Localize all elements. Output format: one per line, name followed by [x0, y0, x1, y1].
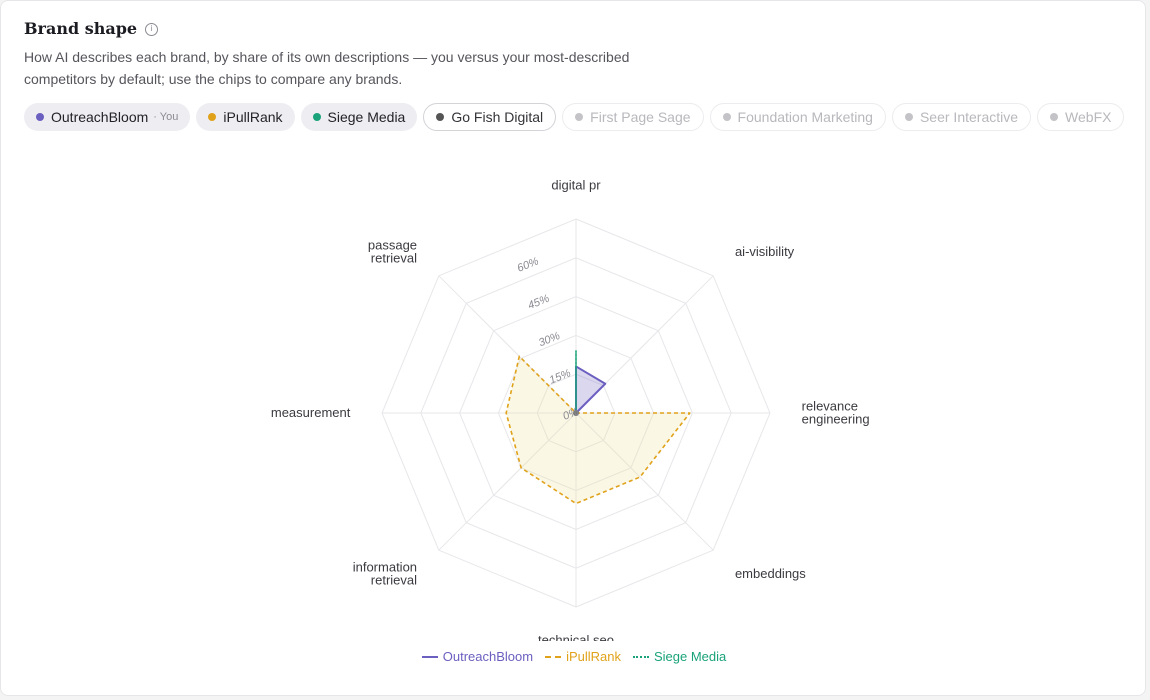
- brand-chip-go-fish-digital[interactable]: Go Fish Digital: [423, 103, 556, 131]
- axis-label-line: retrieval: [371, 572, 417, 587]
- axis-label-line: retrieval: [371, 251, 417, 266]
- legend-label: Siege Media: [654, 649, 726, 664]
- title-row: Brand shape i: [24, 19, 684, 38]
- chart-legend: OutreachBloom iPullRank Siege Media: [1, 649, 1147, 664]
- legend-item-ipullrank[interactable]: iPullRank: [545, 649, 621, 664]
- radar-chart: 0%15%30%45%60%digital prai-visibilityrel…: [1, 141, 1147, 641]
- chip-color-dot: [208, 113, 216, 121]
- info-icon[interactable]: i: [145, 23, 158, 36]
- you-badge: · You: [153, 111, 178, 123]
- axis-label-line: measurement: [271, 405, 351, 420]
- axis-label: digital pr: [551, 177, 601, 192]
- chip-label: Go Fish Digital: [451, 109, 543, 125]
- axis-label: technical seo: [538, 633, 614, 641]
- axis-label-line: ai-visibility: [735, 244, 795, 259]
- legend-label: OutreachBloom: [443, 649, 533, 664]
- chip-label: OutreachBloom: [51, 109, 148, 125]
- axis-label-line: embeddings: [735, 566, 806, 581]
- card-description: How AI describes each brand, by share of…: [24, 46, 684, 90]
- brand-chip-webfx[interactable]: WebFX: [1037, 103, 1124, 131]
- chip-color-dot: [723, 113, 731, 121]
- brand-chip-foundation-marketing[interactable]: Foundation Marketing: [710, 103, 886, 131]
- chip-label: Siege Media: [328, 109, 406, 125]
- tick-label: 60%: [516, 255, 541, 274]
- chip-color-dot: [905, 113, 913, 121]
- chip-label: Foundation Marketing: [738, 109, 873, 125]
- legend-item-outreachbloom[interactable]: OutreachBloom: [422, 649, 533, 664]
- chip-label: Seer Interactive: [920, 109, 1018, 125]
- axis-label: relevance engineering: [802, 399, 870, 427]
- brand-chip-outreachbloom[interactable]: OutreachBloom · You: [24, 103, 190, 131]
- axis-label: passage retrieval: [368, 238, 417, 266]
- brand-chip-first-page-sage[interactable]: First Page Sage: [562, 103, 703, 131]
- axis-label-line: digital pr: [551, 177, 601, 192]
- chip-label: WebFX: [1065, 109, 1111, 125]
- chip-color-dot: [313, 113, 321, 121]
- chip-color-dot: [436, 113, 444, 121]
- legend-swatch: [545, 656, 561, 658]
- chip-color-dot: [575, 113, 583, 121]
- series-outreachbloom: [576, 366, 605, 413]
- legend-swatch: [422, 656, 438, 658]
- chip-label: iPullRank: [223, 109, 282, 125]
- legend-label: iPullRank: [566, 649, 621, 664]
- tick-label: 45%: [526, 293, 551, 312]
- tick-label: 15%: [548, 367, 573, 386]
- brand-chip-siege-media[interactable]: Siege Media: [301, 103, 418, 131]
- brand-chip-ipullrank[interactable]: iPullRank: [196, 103, 294, 131]
- axis-label: ai-visibility: [735, 244, 795, 259]
- brand-chips: OutreachBloom · You iPullRank Siege Media Go…: [24, 103, 1124, 131]
- chip-color-dot: [36, 113, 44, 121]
- chip-color-dot: [1050, 113, 1058, 121]
- chip-label: First Page Sage: [590, 109, 690, 125]
- axis-label: information retrieval: [353, 559, 417, 587]
- card-header: Brand shape i How AI describes each bran…: [24, 19, 684, 90]
- legend-swatch: [633, 656, 649, 658]
- axis-label-line: technical seo: [538, 633, 614, 641]
- card-title: Brand shape: [24, 19, 137, 38]
- axis-label: embeddings: [735, 566, 806, 581]
- axis-label: measurement: [271, 405, 351, 420]
- legend-item-siege-media[interactable]: Siege Media: [633, 649, 726, 664]
- brand-chip-seer-interactive[interactable]: Seer Interactive: [892, 103, 1031, 131]
- axis-label-line: engineering: [802, 412, 870, 427]
